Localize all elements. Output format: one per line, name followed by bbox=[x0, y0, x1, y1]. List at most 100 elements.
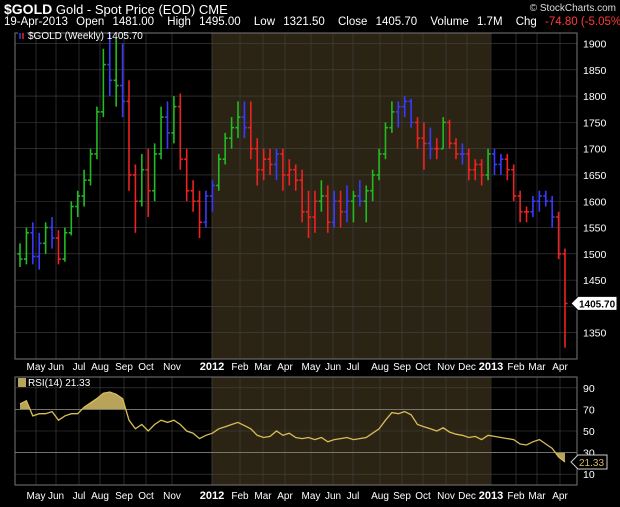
ohlc-bar[interactable] bbox=[408, 98, 414, 128]
ohlc-bar[interactable] bbox=[81, 169, 87, 207]
volume-field: Volume 1.7M bbox=[430, 16, 503, 28]
ohlc-bar[interactable] bbox=[209, 180, 215, 212]
ohlc-bar[interactable] bbox=[517, 190, 523, 223]
ohlc-bar[interactable] bbox=[376, 148, 382, 181]
ohlc-bar[interactable] bbox=[312, 190, 318, 233]
ohlc-bar[interactable] bbox=[350, 190, 356, 223]
ohlc-bar[interactable] bbox=[113, 38, 119, 107]
ohlc-bar[interactable] bbox=[402, 96, 408, 118]
ohlc-bar[interactable] bbox=[479, 159, 485, 186]
chart-header: $GOLD Gold - Spot Price (EOD) CME 19-Apr… bbox=[0, 0, 620, 32]
ohlc-bar[interactable] bbox=[267, 148, 273, 175]
ohlc-bar[interactable] bbox=[126, 80, 132, 191]
ohlc-bar[interactable] bbox=[75, 190, 81, 218]
ohlc-bar[interactable] bbox=[139, 153, 145, 207]
ohlc-bar[interactable] bbox=[440, 117, 446, 150]
ohlc-bar[interactable] bbox=[543, 190, 549, 207]
ohlc-bar[interactable] bbox=[36, 232, 42, 270]
ohlc-bar[interactable] bbox=[216, 153, 222, 191]
ohlc-bar[interactable] bbox=[145, 148, 151, 218]
ohlc-bar[interactable] bbox=[415, 117, 421, 149]
price-x-label: Nov bbox=[163, 362, 181, 373]
ohlc-bar[interactable] bbox=[466, 148, 472, 181]
rsi-x-label: Apr bbox=[552, 491, 568, 502]
ohlc-bar[interactable] bbox=[562, 248, 568, 348]
rsi-line[interactable] bbox=[19, 391, 566, 463]
ohlc-bar[interactable] bbox=[248, 101, 254, 160]
ohlc-bar[interactable] bbox=[427, 127, 433, 160]
ohlc-bar[interactable] bbox=[203, 190, 209, 228]
ohlc-bar[interactable] bbox=[132, 164, 138, 233]
ohlc-bar[interactable] bbox=[504, 153, 510, 181]
ohlc-bar[interactable] bbox=[536, 190, 542, 212]
ohlc-bar[interactable] bbox=[331, 190, 337, 228]
ohlc-bar[interactable] bbox=[184, 148, 190, 202]
ohlc-bar[interactable] bbox=[177, 93, 183, 170]
ohlc-bar[interactable] bbox=[299, 169, 305, 223]
ohlc-bar[interactable] bbox=[100, 48, 106, 118]
ohlc-bar[interactable] bbox=[306, 190, 312, 239]
ohlc-bar[interactable] bbox=[235, 101, 241, 139]
ohlc-bar[interactable] bbox=[485, 148, 491, 181]
ohlc-bar[interactable] bbox=[370, 169, 376, 202]
rsi-tick-label: 50 bbox=[583, 426, 595, 438]
ohlc-bar[interactable] bbox=[491, 148, 497, 175]
ohlc-bar[interactable] bbox=[158, 106, 164, 160]
rsi-x-label: Aug bbox=[91, 491, 109, 502]
ohlc-bar[interactable] bbox=[389, 101, 395, 133]
ohlc-bar[interactable] bbox=[382, 122, 388, 160]
ohlc-bar[interactable] bbox=[524, 206, 530, 223]
ohlc-bar[interactable] bbox=[286, 159, 292, 186]
rsi-x-label: Apr bbox=[277, 491, 293, 502]
ohlc-bar[interactable] bbox=[229, 117, 235, 149]
ohlc-bar[interactable] bbox=[241, 101, 247, 139]
ohlc-bar[interactable] bbox=[197, 190, 203, 239]
ohlc-bar[interactable] bbox=[120, 43, 126, 118]
ohlc-bar[interactable] bbox=[363, 185, 369, 223]
ohlc-bar[interactable] bbox=[49, 217, 55, 249]
ohlc-bar[interactable] bbox=[88, 148, 94, 186]
rsi-x-label: Oct bbox=[138, 491, 154, 502]
ohlc-bar[interactable] bbox=[434, 138, 440, 160]
ohlc-bar[interactable] bbox=[23, 227, 29, 265]
ohlc-bar[interactable] bbox=[43, 222, 49, 254]
ohlc-bar[interactable] bbox=[549, 196, 555, 228]
ohlc-bar[interactable] bbox=[152, 143, 158, 202]
ohlc-bar[interactable] bbox=[556, 211, 562, 260]
instrument-name: Gold - Spot Price (EOD) bbox=[55, 2, 196, 17]
ohlc-bar[interactable] bbox=[293, 164, 299, 191]
ohlc-bar[interactable] bbox=[107, 33, 113, 97]
ohlc-bar[interactable] bbox=[30, 222, 36, 265]
ohlc-bar[interactable] bbox=[357, 180, 363, 207]
ohlc-bar[interactable] bbox=[453, 138, 459, 160]
ohlc-bar[interactable] bbox=[68, 201, 74, 236]
ohlc-bar[interactable] bbox=[55, 230, 61, 265]
ohlc-bar[interactable] bbox=[222, 132, 228, 165]
ohlc-bar[interactable] bbox=[171, 96, 177, 144]
ohlc-bar[interactable] bbox=[94, 106, 100, 160]
ohlc-bar[interactable] bbox=[344, 185, 350, 223]
ohlc-bar[interactable] bbox=[254, 138, 260, 186]
ohlc-bar[interactable] bbox=[17, 243, 23, 267]
ohlc-bar[interactable] bbox=[261, 148, 267, 181]
ohlc-bar[interactable] bbox=[459, 143, 465, 165]
symbol-label[interactable]: $GOLD bbox=[4, 1, 53, 17]
ohlc-bar[interactable] bbox=[498, 153, 504, 175]
ohlc-bar[interactable] bbox=[421, 122, 427, 170]
ohlc-bar[interactable] bbox=[447, 119, 453, 149]
price-tick-label: 1650 bbox=[583, 170, 607, 182]
ohlc-bar[interactable] bbox=[325, 185, 331, 233]
ohlc-bar[interactable] bbox=[338, 190, 344, 228]
ohlc-bar[interactable] bbox=[530, 196, 536, 218]
ohlc-bar[interactable] bbox=[280, 148, 286, 191]
ohlc-bar[interactable] bbox=[395, 101, 401, 128]
ohlc-bar[interactable] bbox=[190, 180, 196, 212]
ohlc-bar[interactable] bbox=[511, 164, 517, 202]
shaded-year-region bbox=[211, 33, 491, 359]
ohlc-bar[interactable] bbox=[62, 227, 68, 262]
ohlc-bar[interactable] bbox=[164, 101, 170, 149]
ohlc-bar[interactable] bbox=[318, 180, 324, 212]
ohlc-bar[interactable] bbox=[273, 148, 279, 181]
ohlc-bar[interactable] bbox=[472, 159, 478, 181]
